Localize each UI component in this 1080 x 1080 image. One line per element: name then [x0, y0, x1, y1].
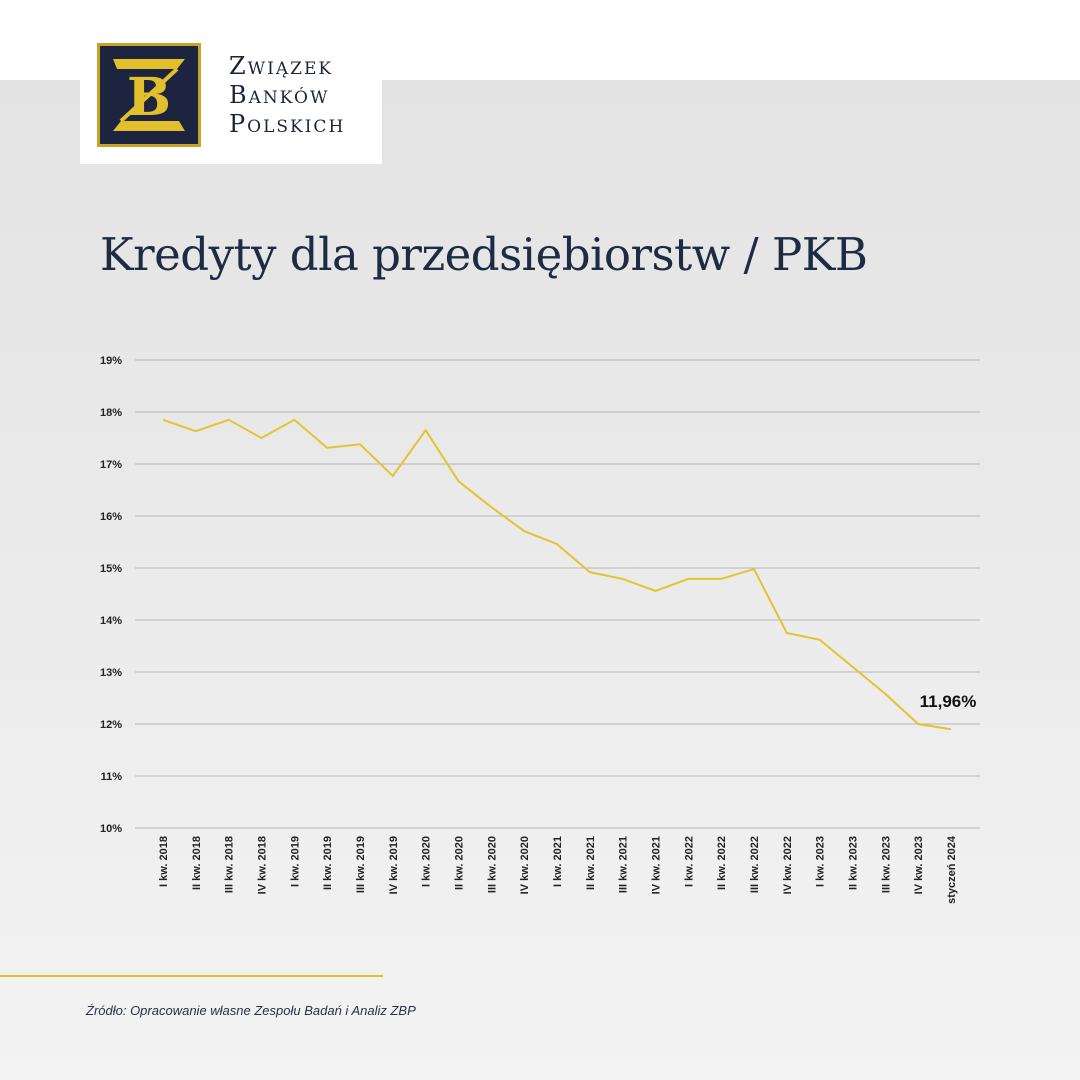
- y-tick-label: 17%: [100, 459, 122, 471]
- x-tick-label: I kw. 2021: [552, 836, 564, 887]
- x-tick-label: IV kw. 2022: [782, 836, 794, 894]
- zbp-logo-mark-icon: B: [97, 43, 201, 147]
- y-tick-label: 14%: [100, 615, 122, 627]
- x-tick-label: III kw. 2023: [880, 836, 892, 893]
- x-tick-label: III kw. 2019: [355, 836, 367, 893]
- y-tick-label: 10%: [100, 823, 122, 835]
- logo-text: Związek Banków Polskich: [229, 52, 345, 139]
- x-tick-label: IV kw. 2021: [651, 836, 663, 894]
- y-tick-label: 15%: [100, 563, 122, 575]
- svg-text:B: B: [127, 67, 171, 128]
- x-tick-label: I kw. 2019: [289, 836, 301, 887]
- x-tick-label: II kw. 2023: [848, 836, 860, 890]
- line-chart: 10% 11% 12% 13% 14% 15% 16% 17% 18% 19% I kw. 2018…: [100, 355, 980, 904]
- logo-line: Związek: [229, 52, 334, 80]
- x-tick-label: IV kw. 2018: [257, 836, 269, 894]
- x-tick-label: I kw. 2020: [421, 836, 433, 887]
- logo-line: Polskich: [229, 110, 346, 138]
- x-tick-label: II kw. 2022: [716, 836, 728, 890]
- y-tick-label: 13%: [100, 667, 122, 679]
- x-tick-label: I kw. 2018: [158, 836, 170, 887]
- x-tick-label: III kw. 2020: [486, 836, 498, 893]
- x-tick-label: II kw. 2018: [191, 836, 203, 890]
- x-tick-label: IV kw. 2020: [519, 836, 531, 894]
- page-title: Kredyty dla przedsiębiorstw / PKB: [100, 228, 868, 281]
- y-tick-label: 12%: [100, 719, 122, 731]
- background: [0, 80, 1080, 1080]
- x-tick-label: IV kw. 2023: [913, 836, 925, 894]
- y-tick-label: 19%: [100, 355, 122, 367]
- source-note: Źródło: Opracowanie własne Zespołu Badań…: [86, 1003, 416, 1018]
- data-label-last: 11,96%: [920, 692, 977, 711]
- x-tick-label: styczeń 2024: [946, 835, 958, 904]
- x-tick-label: III kw. 2018: [224, 836, 236, 893]
- y-tick-label: 18%: [100, 407, 122, 419]
- x-tick-label: I kw. 2023: [815, 836, 827, 887]
- y-tick-label: 16%: [100, 511, 122, 523]
- x-tick-label: II kw. 2021: [585, 836, 597, 890]
- x-tick-label: IV kw. 2019: [388, 836, 400, 894]
- series-line: [162, 418, 952, 731]
- x-tick-label: II kw. 2019: [322, 836, 334, 890]
- y-tick-label: 11%: [101, 771, 123, 783]
- x-tick-label: III kw. 2021: [618, 836, 630, 893]
- x-tick-label: I kw. 2022: [683, 836, 695, 887]
- x-tick-label: III kw. 2022: [749, 836, 761, 893]
- divider: [0, 975, 383, 977]
- logo-line: Banków: [229, 81, 330, 109]
- x-tick-label: II kw. 2020: [454, 836, 466, 890]
